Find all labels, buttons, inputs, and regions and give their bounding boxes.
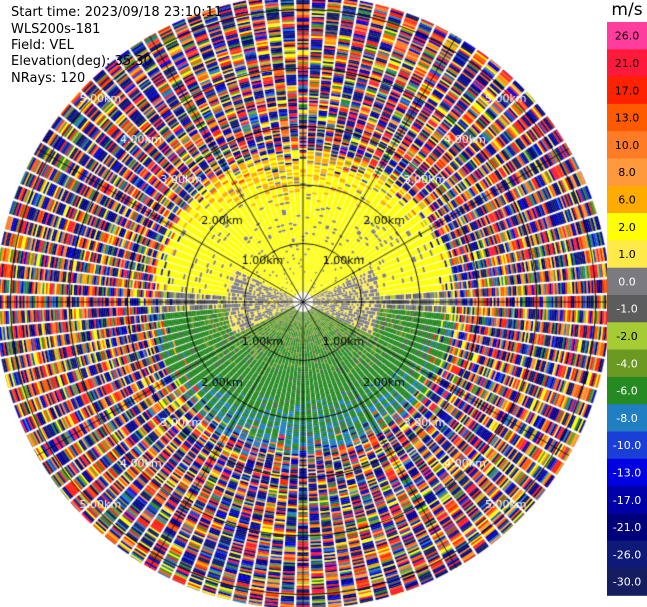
start-time-label: Start time: 2023/09/18 23:10:11	[11, 5, 223, 20]
colorbar-swatch	[607, 267, 647, 296]
colorbar-swatch	[607, 240, 647, 269]
instrument-label: WLS200s-181	[11, 22, 101, 37]
colorbar-swatch	[607, 131, 647, 159]
colorbar-tick-label: 6.0	[618, 193, 636, 206]
nrays-label: NRays: 120	[11, 71, 86, 86]
colorbar-swatch	[607, 349, 647, 378]
colorbar-tick-label: -8.0	[616, 412, 637, 425]
colorbar-tick-label: 8.0	[618, 166, 636, 179]
colorbar-swatch	[607, 295, 647, 323]
colorbar-tick-label: -26.0	[613, 548, 641, 561]
velocity-colorbar: 26.0 21.0 17.0 13.0 10.0 8.0 6.0 2.0 1.0 0.0 -1.0 -…	[607, 22, 647, 596]
colorbar-unit: m/s	[611, 0, 643, 20]
colorbar-tick-label: 10.0	[615, 139, 640, 152]
colorbar-swatch	[607, 76, 647, 105]
elevation-label: Elevation(deg): 35.30	[11, 54, 152, 69]
colorbar-swatch	[607, 103, 647, 132]
colorbar-tick-label: -30.0	[613, 576, 641, 589]
colorbar-tick-label: -17.0	[613, 494, 641, 507]
colorbar-tick-label: -6.0	[616, 385, 637, 398]
colorbar-tick-label: -21.0	[613, 521, 641, 534]
colorbar-tick-label: -1.0	[616, 303, 637, 316]
colorbar-swatch	[607, 322, 647, 351]
colorbar-swatch	[607, 513, 647, 542]
colorbar-tick-label: 13.0	[615, 112, 640, 125]
colorbar-swatch	[607, 458, 647, 487]
colorbar-swatch	[607, 540, 647, 569]
colorbar-tick-label: -13.0	[613, 466, 641, 479]
colorbar-tick-label: -2.0	[616, 330, 637, 343]
colorbar-tick-label: 21.0	[615, 57, 640, 70]
colorbar-swatch	[607, 431, 647, 460]
colorbar-tick-label: 1.0	[618, 248, 636, 261]
colorbar-tick-label: 2.0	[618, 221, 636, 234]
colorbar-swatch	[607, 376, 647, 405]
colorbar-swatch	[607, 404, 647, 432]
colorbar-swatch	[607, 213, 647, 241]
colorbar-tick-label: -4.0	[616, 357, 637, 370]
colorbar-swatch	[607, 158, 647, 187]
colorbar-tick-label: 0.0	[618, 275, 636, 288]
colorbar-swatch	[607, 568, 647, 596]
colorbar-tick-label: 17.0	[615, 84, 640, 97]
colorbar-swatch	[607, 22, 647, 50]
colorbar-swatch	[607, 185, 647, 214]
colorbar-tick-label: -10.0	[613, 439, 641, 452]
colorbar-swatch	[607, 486, 647, 514]
colorbar-swatch	[607, 49, 647, 78]
field-label: Field: VEL	[11, 38, 74, 53]
colorbar-tick-label: 26.0	[615, 30, 640, 43]
